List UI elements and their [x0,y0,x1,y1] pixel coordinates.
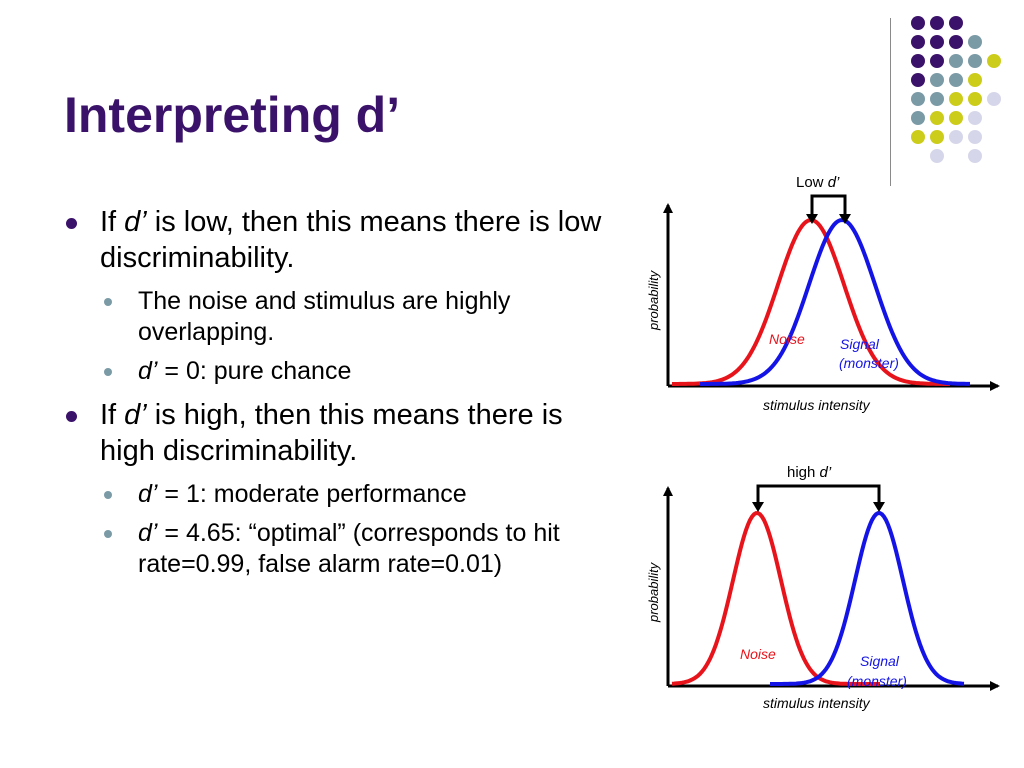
low-signal-label: Signal [840,336,880,352]
high-signal-sublabel: (monster) [847,673,907,689]
bullet-list: If d’ is low, then this means there is l… [60,204,620,588]
low-bracket [810,194,847,217]
low-signal-sublabel: (monster) [839,355,899,371]
sub-bullet-overlap: The noise and stimulus are highly overla… [60,286,620,348]
low-x-axis-label: stimulus intensity [763,397,871,413]
low-bracket-label: Low d’ [796,174,840,191]
low-bracket-arrow-left [806,214,818,224]
high-signal-curve [770,511,965,686]
high-y-axis-label: probability [646,561,661,623]
high-bracket [756,484,881,505]
high-bracket-arrow-right [873,502,885,512]
sub-bullet-optimal: d’ = 4.65: “optimal” (corresponds to hit… [60,518,620,580]
low-signal-curve [700,217,970,386]
high-bracket-arrow-left [752,502,764,512]
low-noise-label: Noise [769,331,805,347]
bullet-high-dprime: If d’ is high, then this means there is … [60,397,620,469]
low-bracket-arrow-right [839,214,851,224]
bullet-low-dprime: If d’ is low, then this means there is l… [60,204,620,276]
high-dprime-diagram: high d’ probability stimulus intensity N… [646,464,1000,711]
high-bracket-label: high d’ [787,464,832,481]
high-noise-label: Noise [740,646,776,662]
high-x-axis-label: stimulus intensity [763,695,871,711]
sub-bullet-moderate: d’ = 1: moderate performance [60,479,620,510]
sub-bullet-chance: d’ = 0: pure chance [60,356,620,387]
high-noise-curve [671,511,880,686]
decorative-divider [890,18,891,186]
high-signal-label: Signal [860,653,900,669]
low-dprime-diagram: Low d’ probability stimulus intensity No… [646,174,1000,413]
slide-title: Interpreting d’ [64,87,401,143]
low-y-axis-label: probability [646,269,661,331]
